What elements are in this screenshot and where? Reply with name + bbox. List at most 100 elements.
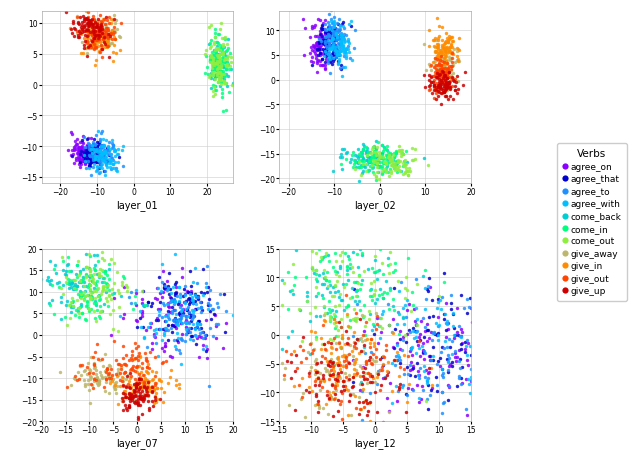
Point (365, 371, 376, 378)
Point (449, 332, 460, 339)
Point (442, 62, 452, 69)
Point (57, 254, 67, 261)
Point (435, 67, 445, 74)
Point (435, 85, 445, 93)
Point (335, 263, 345, 270)
Point (463, 375, 473, 383)
Point (297, 374, 307, 382)
Point (77, 6, 87, 13)
Point (337, 23, 348, 31)
Point (221, 48, 231, 55)
Point (398, 151, 408, 159)
Point (96, 30, 106, 38)
Point (202, 355, 212, 362)
Point (95, 136, 105, 144)
Point (444, 79, 454, 87)
Point (84, 146, 95, 154)
Point (348, 316, 358, 323)
Point (97, 36, 108, 44)
Point (333, 16, 344, 23)
Point (125, 375, 135, 382)
Point (447, 338, 458, 345)
Point (452, 90, 463, 98)
Point (121, 383, 131, 391)
Point (324, 258, 334, 265)
Point (63, 302, 74, 309)
Point (215, 62, 225, 69)
Point (309, 22, 319, 29)
Point (389, 285, 399, 293)
Point (401, 148, 411, 155)
Point (298, 17, 308, 24)
Point (380, 169, 390, 176)
Point (450, 350, 460, 357)
Point (440, 65, 450, 72)
Point (337, 37, 347, 44)
Point (169, 296, 179, 303)
Point (88, 136, 99, 144)
Point (336, 48, 346, 56)
Point (330, 303, 340, 310)
Point (393, 351, 403, 359)
Point (412, 316, 422, 323)
Point (211, 73, 221, 80)
Point (115, 369, 125, 377)
Point (85, 155, 95, 163)
Point (129, 393, 139, 400)
Point (216, 69, 226, 76)
Point (106, 154, 116, 161)
Point (342, 313, 352, 320)
Point (328, 238, 338, 246)
Point (333, 377, 343, 384)
Point (328, 19, 338, 27)
Point (125, 382, 136, 389)
Point (126, 365, 136, 373)
Point (85, 282, 95, 289)
Point (200, 51, 210, 59)
Point (389, 345, 399, 352)
Point (103, 35, 113, 43)
Point (308, 59, 318, 67)
Point (437, 388, 447, 396)
Point (412, 359, 422, 367)
Point (116, 282, 127, 289)
Point (307, 25, 317, 32)
Point (83, 284, 93, 291)
Point (104, 139, 114, 146)
Point (416, 317, 426, 325)
Point (175, 317, 186, 325)
Point (92, 157, 102, 164)
Point (80, 38, 90, 45)
Point (387, 158, 397, 165)
Point (130, 397, 140, 404)
Point (67, 153, 77, 161)
Point (116, 378, 127, 385)
Point (109, 382, 119, 390)
Point (68, 303, 78, 310)
Point (92, 373, 102, 381)
Point (339, 352, 349, 359)
Point (69, 146, 79, 154)
Point (170, 314, 180, 322)
Point (77, 266, 88, 273)
Point (424, 44, 434, 51)
Point (330, 47, 340, 54)
Point (92, 20, 102, 28)
Point (427, 90, 437, 97)
Point (377, 150, 387, 157)
Point (97, 307, 108, 315)
Point (320, 26, 330, 34)
Point (354, 164, 364, 171)
Point (155, 299, 165, 306)
Point (127, 396, 137, 404)
Point (98, 275, 108, 282)
Point (356, 169, 367, 177)
Point (374, 176, 384, 183)
Point (411, 334, 421, 341)
Point (143, 391, 154, 399)
Point (208, 68, 218, 75)
Point (369, 144, 379, 151)
Point (184, 336, 195, 344)
Point (319, 62, 330, 69)
Point (98, 142, 108, 150)
